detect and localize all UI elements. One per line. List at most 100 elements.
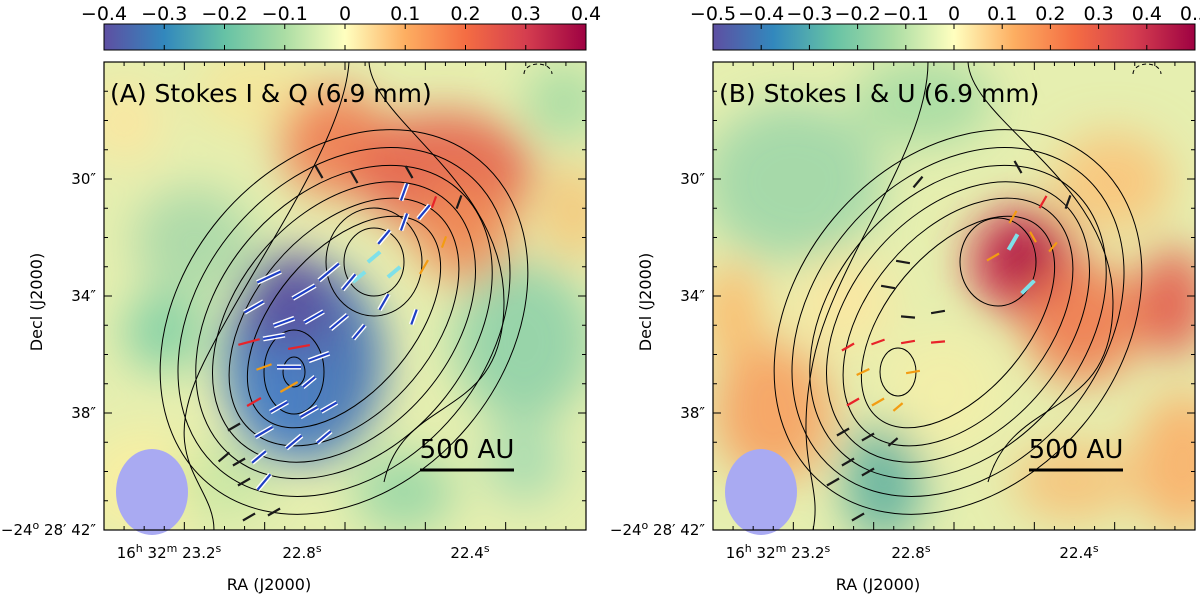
- polarization-vector: [377, 229, 391, 245]
- polarization-vector: [851, 512, 865, 522]
- polarization-vector: [912, 175, 924, 189]
- colorbar-tick-label: −0.3: [786, 3, 832, 25]
- polarization-vector: [251, 450, 267, 464]
- heatmap-blob: [484, 422, 564, 502]
- y-tick-label: 38″: [680, 404, 705, 422]
- heatmap-blob: [194, 62, 314, 132]
- polarization-vector: [287, 344, 311, 350]
- heatmap-blob: [1013, 442, 1133, 522]
- panel-b: −0.5−0.4−0.3−0.2−0.1 0 0.1 0.2 0.3 0.4 0.5 500 …: [610, 3, 1200, 594]
- polarization-vector: [905, 369, 921, 375]
- polarization-vector: [273, 317, 295, 327]
- scalebar-label: 500 AU: [420, 435, 515, 465]
- polarization-vector: [841, 457, 855, 467]
- polarization-vector: [900, 315, 916, 319]
- polarization-vector: [404, 165, 414, 179]
- heatmap-blob: [1138, 247, 1195, 357]
- polarization-vector: [1064, 195, 1072, 209]
- polarization-vector: [1048, 241, 1058, 253]
- contour-line: [183, 62, 350, 530]
- polarization-vector: [930, 309, 946, 315]
- polarization-vector: [386, 265, 402, 279]
- polarization-vector: [900, 339, 916, 345]
- polarization-vector: [256, 473, 272, 491]
- x-tick-label: 16h 32m 23.2s: [117, 542, 222, 563]
- polarization-vector: [841, 342, 855, 352]
- polarization-vector: [320, 401, 338, 413]
- panel-label: (A) Stokes I & Q (6.9 mm): [110, 79, 432, 108]
- scalebar-label: 500 AU: [1029, 435, 1124, 465]
- polarization-vector: [267, 507, 281, 517]
- colorbar-tick-label: −0.1: [883, 3, 929, 25]
- colorbar-tick-label: −0.4: [81, 3, 127, 25]
- polarization-vector: [316, 430, 332, 444]
- heatmap-blob: [793, 252, 893, 352]
- heatmap-blob: [883, 332, 1003, 452]
- heatmap-blob: [414, 182, 514, 282]
- heatmap-blob: [354, 452, 454, 530]
- polarization-vectors: [826, 160, 1072, 522]
- polarization-vector: [303, 310, 325, 324]
- polarization-vector: [279, 381, 299, 393]
- colorbar-tick-label: −0.2: [835, 3, 881, 25]
- contour-line: [343, 227, 405, 297]
- y-axis-label: Decl (J2000): [636, 253, 655, 351]
- x-tick-label: 22.4s: [1059, 542, 1098, 563]
- colorbar-tick-label: 0.2: [1035, 3, 1065, 25]
- contour-line: [159, 129, 529, 515]
- polarization-vector: [399, 183, 409, 201]
- polarization-vector: [455, 195, 463, 209]
- colorbar-tick-label: 0.2: [450, 3, 480, 25]
- polarization-vector: [246, 397, 262, 407]
- y-tick-label: −24o 28′ 42″: [610, 519, 706, 540]
- contour-line-negative: [523, 63, 553, 75]
- contour-line: [967, 62, 1114, 483]
- colorbar-tick-label: 0: [339, 3, 351, 25]
- axis-ticks: [712, 61, 1196, 531]
- heatmap: [713, 62, 1195, 530]
- x-axis-label: RA (J2000): [227, 575, 311, 594]
- heatmap-blob: [993, 227, 1053, 287]
- polarization-vector: [930, 340, 946, 344]
- polarization-vector: [351, 270, 367, 284]
- polarization-vector: [846, 397, 860, 407]
- polarization-vector: [887, 437, 899, 447]
- polarization-vector: [892, 402, 904, 412]
- polarization-vector: [836, 427, 850, 437]
- heatmap-blob: [713, 342, 833, 482]
- polarization-vector: [262, 334, 286, 340]
- polarization-vector: [1038, 195, 1048, 209]
- y-tick-label: 30″: [680, 170, 705, 188]
- colorbar-tick-label: 0: [948, 3, 960, 25]
- polarization-vector: [242, 512, 256, 522]
- polarization-vector: [302, 376, 316, 388]
- x-tick-label: 16h 32m 23.2s: [726, 542, 831, 563]
- x-tick-label: 22.4s: [450, 542, 489, 563]
- polarization-vector: [256, 363, 272, 371]
- colorbar-tick-label: −0.3: [141, 3, 187, 25]
- polarization-vector: [861, 467, 875, 477]
- polarization-vector: [318, 262, 340, 282]
- polarization-vector: [366, 250, 382, 264]
- contour-line: [195, 164, 493, 480]
- beam-ellipse: [116, 449, 188, 535]
- polarization-vectors: [217, 165, 463, 522]
- panel-a: −0.4 −0.3 −0.2 −0.1 0 0.1 0.2 0.3 0.4 500 AU (A) S…: [1, 3, 601, 594]
- heatmap-blob: [1053, 132, 1173, 232]
- polarization-vector: [430, 195, 438, 209]
- polarization-vector: [1008, 210, 1018, 224]
- heatmap-blob: [539, 162, 586, 262]
- colorbar-tick-label: 0.5: [1180, 3, 1200, 25]
- contour-line: [791, 147, 1125, 497]
- contour-line: [263, 329, 325, 415]
- contour-line: [228, 197, 460, 447]
- heatmap-blob: [104, 82, 164, 162]
- y-tick-label: 38″: [71, 404, 96, 422]
- colorbar-tick-label: 0.1: [987, 3, 1017, 25]
- heatmap-blob: [174, 442, 274, 522]
- heatmap-blob: [524, 62, 586, 142]
- x-tick-label: 22.8s: [891, 542, 930, 563]
- polarization-vector: [880, 284, 896, 290]
- polarization-vector: [269, 401, 289, 413]
- polarization-vector: [856, 368, 870, 376]
